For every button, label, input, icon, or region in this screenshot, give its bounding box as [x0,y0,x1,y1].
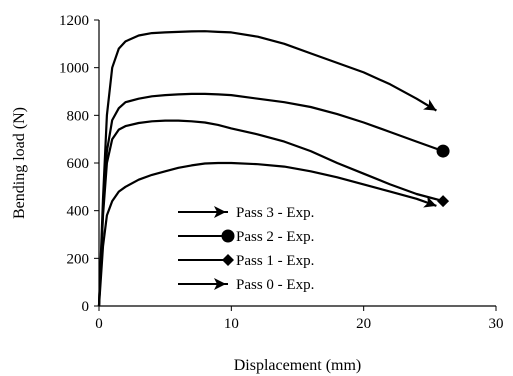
series-line [97,92,444,307]
diamond-marker [437,195,450,208]
x-tick-label: 0 [95,316,103,332]
x-tick-label: 20 [356,316,371,332]
legend-label: Pass 2 - Exp. [236,229,314,245]
arrow-head [423,99,437,111]
arrow-marker [423,99,437,111]
y-tick-label: 800 [67,108,90,124]
legend-item: Pass 3 - Exp. [178,205,314,221]
y-ticks: 0 200 400 600 800 1000 1200 [59,13,99,315]
x-tick-label: 30 [489,316,504,332]
legend-label: Pass 0 - Exp. [236,277,314,293]
series-line [97,161,437,307]
legend-item: Pass 2 - Exp. [178,229,314,245]
y-tick-label: 200 [67,251,90,267]
circle-marker [221,229,235,243]
arrow-marker [423,196,437,208]
x-axis-title: Displacement (mm) [234,357,362,374]
y-tick-label: 600 [67,156,90,172]
x-tick-label: 10 [224,316,239,332]
legend-label: Pass 3 - Exp. [236,205,314,221]
series-line [97,119,444,307]
legend-item: Pass 0 - Exp. [178,277,314,293]
arrow-marker [214,278,226,290]
series-line [97,30,437,307]
series-layer [97,30,450,307]
legend-label: Pass 1 - Exp. [236,253,314,269]
legend-item: Pass 1 - Exp. [178,253,314,269]
circle-marker [436,144,450,158]
y-tick-label: 0 [82,299,90,315]
y-tick-label: 400 [67,204,90,220]
y-tick-label: 1200 [59,13,89,29]
arrow-head [214,278,226,290]
diamond-marker [222,254,234,266]
arrow-head [423,196,437,208]
y-axis-title: Bending load (N) [11,107,28,219]
x-ticks: 0 10 20 30 [95,306,504,332]
y-tick-label: 1000 [59,61,89,77]
arrow-marker [214,206,226,218]
legend: Pass 3 - Exp. Pass 2 - Exp. Pass 1 - Exp. P… [178,205,314,293]
arrow-head [214,206,226,218]
